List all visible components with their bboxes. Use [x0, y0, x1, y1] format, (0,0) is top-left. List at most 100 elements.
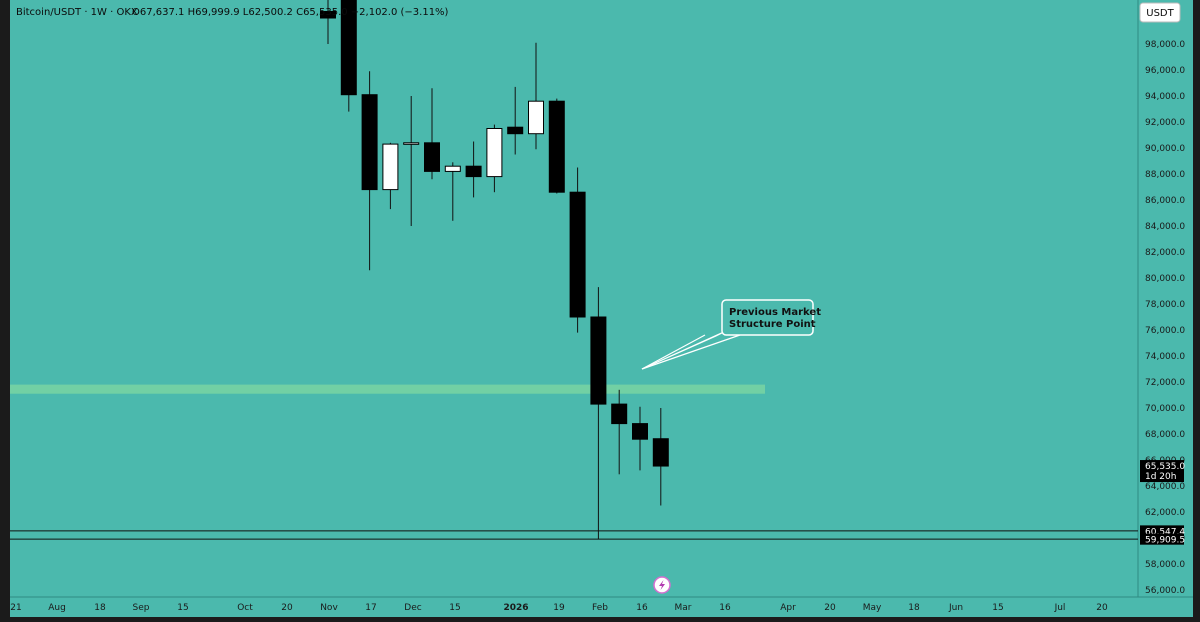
- price-label-countdown: 1d 20h: [1145, 472, 1176, 482]
- date-label: 19: [553, 603, 565, 613]
- candle[interactable]: [465, 141, 482, 198]
- date-label: Jun: [948, 603, 963, 613]
- date-label: Mar: [675, 603, 692, 613]
- price-tick-label: 72,000.0: [1145, 378, 1185, 388]
- price-label[interactable]: 59,909.5: [1140, 533, 1185, 546]
- date-label: 17: [365, 603, 376, 613]
- date-label: 15: [992, 603, 1003, 613]
- date-labels: 21 Aug 18 Sep 15 Oct 20 Nov 17 Dec 15 2026 19 Feb 16 Ma…: [10, 603, 1108, 613]
- date-label: 15: [449, 603, 460, 613]
- price-tick-label: 68,000.0: [1145, 430, 1185, 440]
- candle-body: [548, 100, 565, 193]
- date-label: 16: [719, 603, 731, 613]
- candle-body: [652, 438, 669, 467]
- price-tick-label: 98,000.0: [1145, 40, 1185, 50]
- price-tick-label: 90,000.0: [1145, 144, 1185, 154]
- price-tick-label: 58,000.0: [1145, 560, 1185, 570]
- candle[interactable]: [361, 71, 378, 271]
- date-label: 21: [10, 603, 21, 613]
- price-label-value: 59,909.5: [1145, 536, 1185, 546]
- candle-body: [424, 142, 440, 172]
- price-label-value: 60,547.4: [1145, 527, 1185, 537]
- candle[interactable]: [507, 86, 524, 155]
- candles: [320, 0, 669, 540]
- chart-symbol: Bitcoin/USDT · 1W · OKX: [16, 7, 138, 18]
- bottom-bar: [0, 617, 1200, 622]
- date-label: Jul: [1054, 603, 1066, 613]
- horizontal-lines: [10, 530, 1138, 540]
- candle[interactable]: [652, 408, 669, 506]
- candle-body: [403, 142, 420, 145]
- price-ticks: 56,000.058,000.060,000.062,000.064,000.0…: [1145, 40, 1185, 596]
- candle[interactable]: [548, 98, 565, 194]
- price-tick-label: 78,000.0: [1145, 300, 1185, 310]
- date-label: Nov: [320, 603, 338, 613]
- currency-button-label: USDT: [1146, 8, 1174, 19]
- chart-ohlc: O67,637.1 H69,999.9 L62,500.2 C65,535.0 …: [132, 7, 449, 18]
- price-tick-label: 56,000.0: [1145, 586, 1185, 596]
- candle-body: [569, 191, 586, 318]
- price-tick-label: 88,000.0: [1145, 170, 1185, 180]
- price-tick-label: 92,000.0: [1145, 118, 1185, 128]
- price-label-box: [1140, 525, 1184, 537]
- price-tick-label: 74,000.0: [1145, 352, 1185, 362]
- date-label: 20: [1096, 603, 1108, 613]
- price-label[interactable]: 65,535.01d 20h: [1140, 460, 1185, 483]
- candle[interactable]: [382, 142, 399, 210]
- price-tick-label: 84,000.0: [1145, 222, 1185, 232]
- candle[interactable]: [590, 287, 607, 540]
- date-label: May: [863, 603, 882, 613]
- date-label: Apr: [780, 603, 796, 613]
- date-label: Sep: [133, 603, 150, 613]
- annotation-line-1: Previous Market: [729, 307, 821, 318]
- date-label: 18: [908, 603, 920, 613]
- candle-body: [611, 403, 628, 425]
- price-tick-label: 96,000.0: [1145, 66, 1185, 76]
- price-axis[interactable]: [1138, 0, 1193, 597]
- candle[interactable]: [611, 389, 628, 475]
- candle-body: [590, 316, 607, 405]
- price-tick-label: 62,000.0: [1145, 508, 1185, 518]
- candle-body: [486, 128, 503, 178]
- price-labels: 65,535.01d 20h 60,547.459,909.5: [1140, 460, 1185, 546]
- date-label: Dec: [404, 603, 421, 613]
- price-tick-label: 94,000.0: [1145, 92, 1185, 102]
- candle[interactable]: [569, 167, 586, 333]
- candle-body: [632, 423, 648, 440]
- currency-button[interactable]: USDT: [1139, 2, 1181, 23]
- candle-body: [340, 0, 357, 96]
- candle[interactable]: [320, 0, 336, 44]
- price-label[interactable]: 60,547.4: [1140, 525, 1185, 537]
- candle-body: [382, 143, 399, 191]
- structure-zone[interactable]: [10, 384, 765, 394]
- price-tick-label: 76,000.0: [1145, 326, 1185, 336]
- date-label: 15: [177, 603, 188, 613]
- price-tick-label: 70,000.0: [1145, 404, 1185, 414]
- annotation-callout[interactable]: Previous Market Structure Point: [641, 299, 821, 370]
- date-label: 16: [636, 603, 648, 613]
- price-label-box: [1140, 460, 1184, 483]
- date-label: 2026: [503, 603, 528, 613]
- candle[interactable]: [528, 42, 544, 150]
- date-label: Oct: [237, 603, 253, 613]
- candle[interactable]: [424, 88, 440, 180]
- candle[interactable]: [403, 96, 420, 226]
- price-tick-label: 82,000.0: [1145, 248, 1185, 258]
- price-label-box: [1140, 533, 1184, 545]
- candle-body: [361, 94, 378, 191]
- date-label: Aug: [48, 603, 66, 613]
- date-label: 20: [824, 603, 836, 613]
- candle[interactable]: [444, 162, 461, 221]
- price-tick-label: 80,000.0: [1145, 274, 1185, 284]
- candle-body: [528, 100, 544, 135]
- candle[interactable]: [632, 406, 648, 471]
- date-label: 18: [94, 603, 106, 613]
- candle[interactable]: [486, 124, 503, 193]
- candle-body: [507, 126, 524, 135]
- time-axis[interactable]: [10, 597, 1193, 617]
- lightning-icon[interactable]: [653, 576, 671, 594]
- candle-body: [320, 11, 336, 19]
- candle[interactable]: [340, 0, 357, 112]
- candle-body: [444, 165, 461, 172]
